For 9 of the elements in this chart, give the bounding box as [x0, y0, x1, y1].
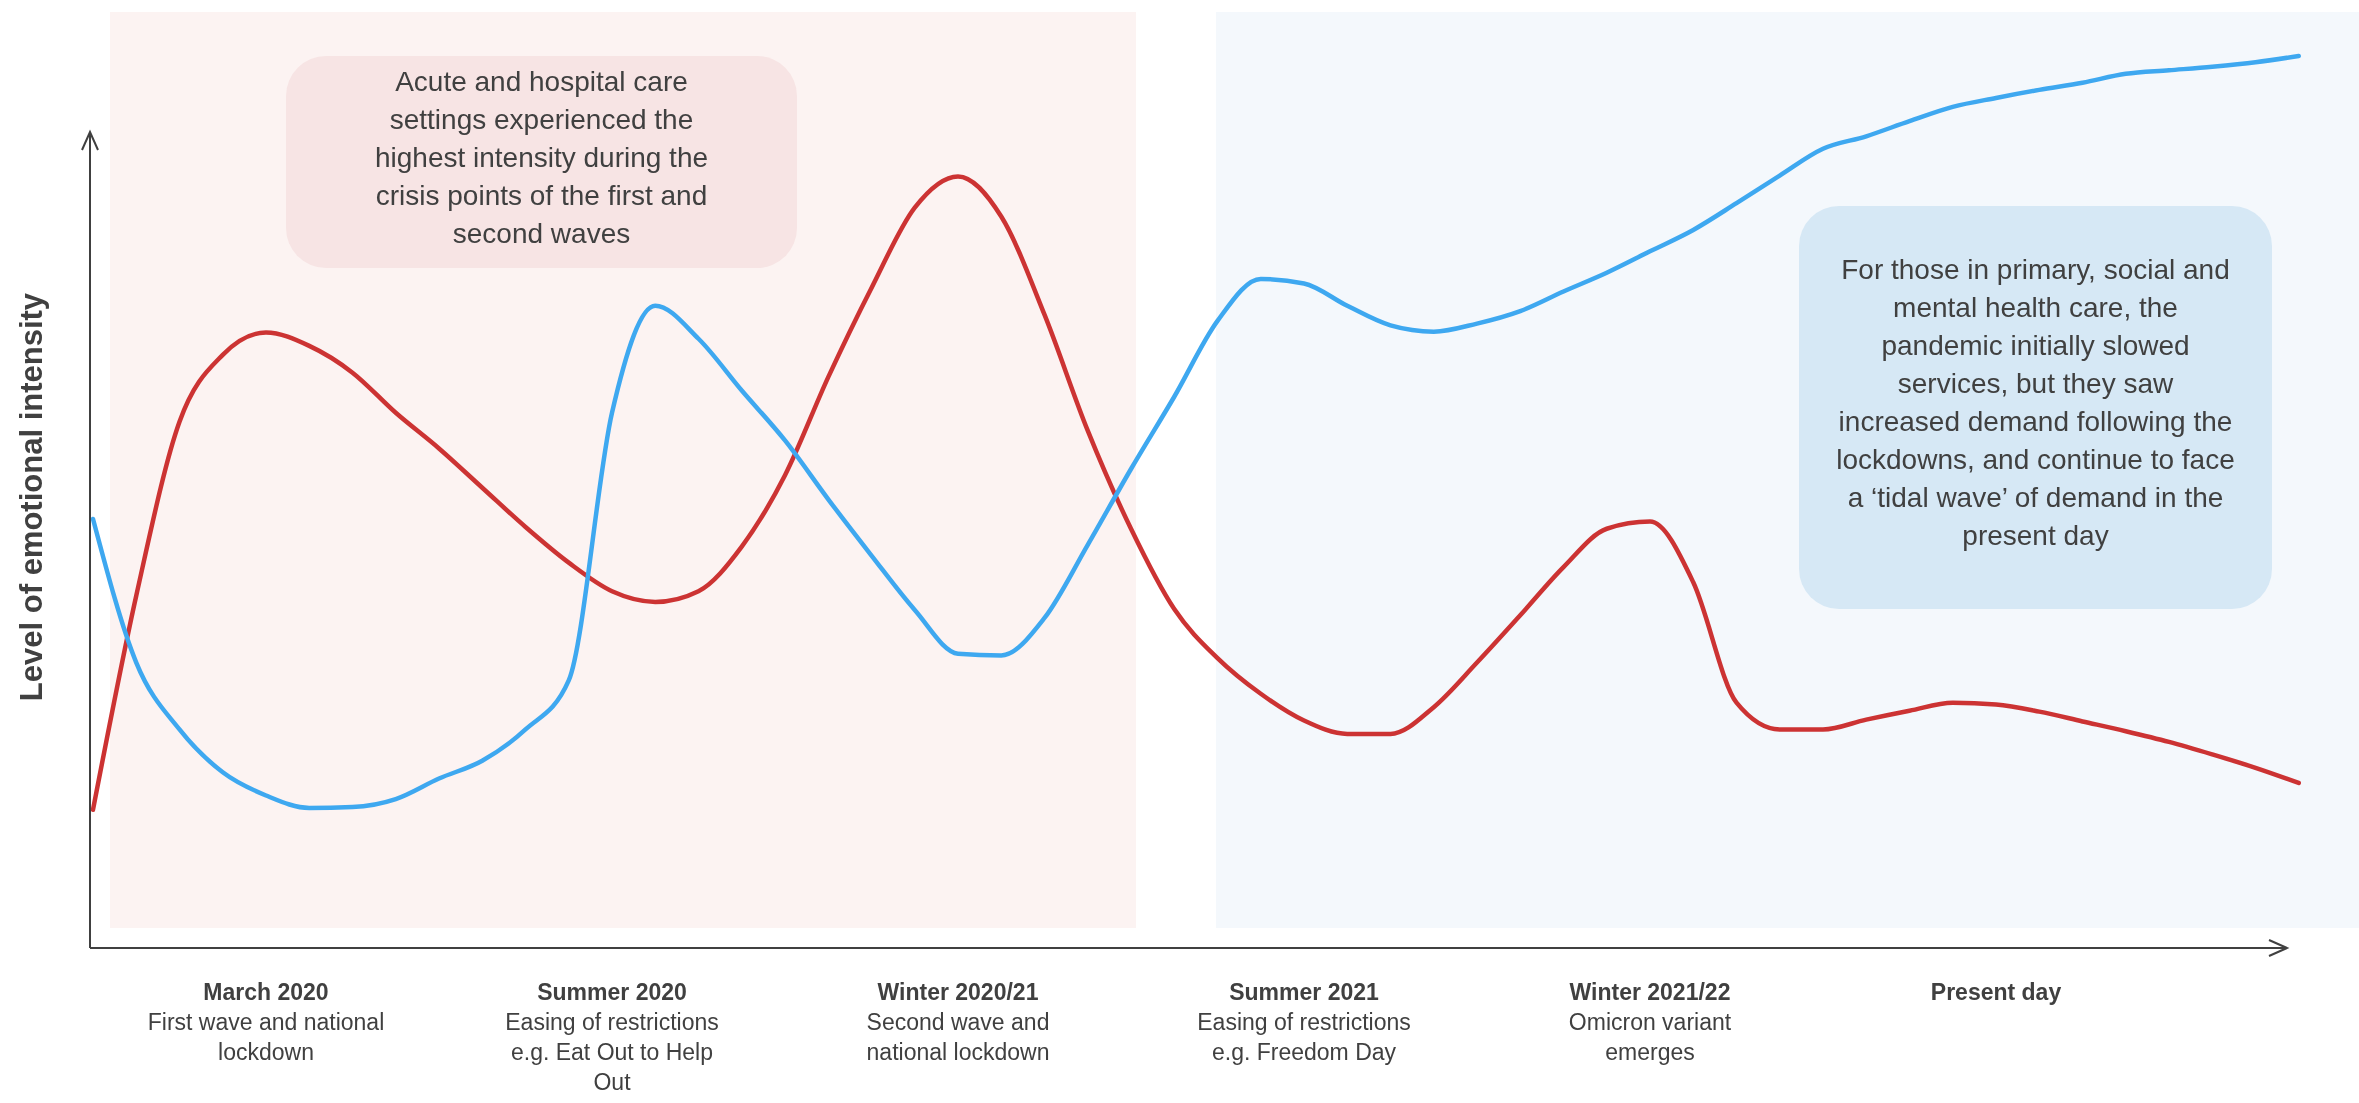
annotation: For those in primary, social and mental health care, the pandemic initially slowed services, but they saw increased demand following the lockdowns, and continue to face a ‘tidal wave’ of demand in the present day — [1836, 254, 2235, 552]
annotation: Acute and hospital care settings experienced the highest intensity during the crisis points of the first and second waves — [374, 65, 709, 249]
y-axis-title: Level of emotional intensity — [14, 292, 49, 702]
x-tick-label: March 2020 First wave and national lockdown — [147, 979, 385, 1065]
x-tick-label: Winter 2021/22 Omicron variant emerges — [1568, 979, 1732, 1065]
x-tick-label: Present day — [1930, 979, 2062, 1005]
x-tick-label: Summer 2021 Easing of restrictions e.g. Freedom Day — [1197, 979, 1411, 1065]
x-tick-label: Summer 2020 Easing of restrictions e.g. Eat Out to Help Out — [505, 979, 719, 1095]
x-tick-label: Winter 2020/21 Second wave and national lockdown — [866, 979, 1050, 1065]
